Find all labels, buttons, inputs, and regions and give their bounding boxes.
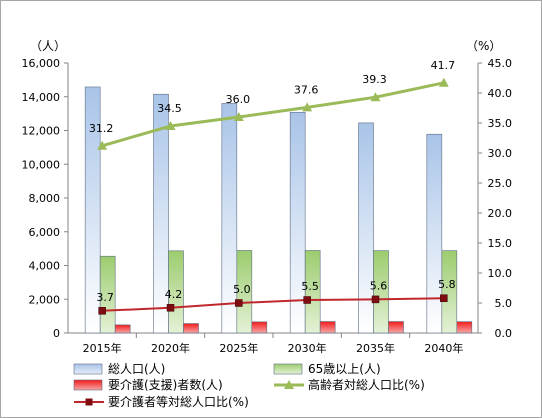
bar-age-65-plus: [168, 250, 184, 334]
bar-total-population: [153, 93, 169, 334]
x-axis-category-label: 2025年: [219, 341, 258, 355]
bar-care-needed: [251, 321, 268, 334]
elderly-ratio-data-label: 31.2: [89, 122, 114, 135]
care-ratio-data-label: 3.7: [96, 291, 114, 304]
bar-total-population: [358, 122, 374, 334]
x-axis-category-label: 2040年: [424, 341, 463, 355]
x-axis-category-label: 2035年: [356, 341, 395, 355]
elderly-ratio-point: [438, 77, 449, 87]
left-axis-tick-label: 14,000: [22, 91, 61, 104]
elderly-ratio-point: [370, 92, 381, 102]
elderly-ratio-data-label: 37.6: [294, 83, 319, 96]
left-axis-tick-label: 0: [53, 327, 60, 340]
legend-swatch: [273, 363, 303, 375]
legend-swatch: [73, 363, 103, 375]
left-axis-tick-label: 16,000: [22, 57, 61, 70]
right-axis-tick-label: 0.0: [495, 327, 513, 340]
right-axis-tick-label: 40.0: [488, 87, 513, 100]
right-axis-tick-label: 25.0: [488, 177, 513, 190]
bar-care-needed: [388, 321, 404, 334]
right-axis-tick-label: 5.0: [495, 297, 513, 310]
x-axis-category-label: 2030年: [288, 341, 327, 355]
right-axis-tick-label: 10.0: [488, 267, 513, 280]
left-axis-unit: （人）: [30, 39, 66, 53]
right-axis-tick-label: 35.0: [488, 117, 513, 130]
legend-label: 65歳以上(人): [308, 362, 381, 376]
care-ratio-data-label: 5.8: [438, 278, 456, 291]
legend-marker: [85, 398, 93, 406]
legend-marker: [284, 380, 294, 389]
right-axis-tick-label: 20.0: [488, 207, 513, 220]
legend-label: 総人口(人): [108, 362, 165, 376]
elderly-ratio-line: [101, 81, 445, 148]
bar-total-population: [426, 133, 443, 334]
left-axis-tick-label: 6,000: [29, 226, 61, 239]
care-ratio-point: [440, 294, 448, 302]
elderly-ratio-data-label: 36.0: [226, 93, 251, 106]
elderly-ratio-data-label: 41.7: [431, 59, 456, 72]
bar-total-population: [221, 103, 238, 334]
bar-age-65-plus: [373, 250, 389, 334]
bar-care-needed: [114, 324, 131, 334]
care-ratio-point: [98, 307, 106, 315]
legend-label: 要介護者等対総人口比(%): [108, 394, 249, 409]
x-axis-category-label: 2015年: [83, 341, 122, 355]
left-axis-tick-label: 8,000: [29, 192, 61, 205]
bar-age-65-plus: [441, 250, 458, 334]
care-ratio-data-label: 5.5: [301, 280, 319, 293]
bar-care-needed: [319, 321, 336, 334]
left-axis-tick-label: 4,000: [29, 260, 61, 273]
elderly-ratio-point: [233, 112, 244, 121]
elderly-ratio-point: [302, 102, 313, 112]
care-ratio-data-label: 5.0: [233, 283, 251, 296]
right-axis-tick-label: 45.0: [488, 57, 513, 70]
bar-care-needed: [183, 323, 199, 334]
bar-total-population: [84, 86, 101, 334]
left-axis-tick-label: 2,000: [29, 293, 61, 306]
care-ratio-point: [371, 295, 380, 304]
elderly-ratio-point: [165, 121, 176, 130]
left-axis-tick-label: 10,000: [22, 158, 61, 171]
bar-age-65-plus: [304, 250, 321, 334]
care-ratio-line: [102, 297, 444, 312]
elderly-ratio-data-label: 39.3: [362, 73, 387, 86]
right-axis-unit: （%）: [466, 39, 501, 53]
legend-swatch: [73, 379, 103, 391]
care-ratio-point: [303, 296, 311, 304]
bar-care-needed: [456, 321, 473, 334]
right-axis-tick-label: 15.0: [488, 237, 513, 250]
elderly-ratio-data-label: 34.5: [157, 102, 182, 115]
legend-label: 高齢者対総人口比(%): [308, 377, 425, 392]
elderly-ratio-point: [97, 140, 108, 150]
care-ratio-point: [235, 299, 243, 307]
care-ratio-data-label: 4.2: [165, 288, 183, 301]
legend-label: 要介護(支援)者数(人): [108, 377, 223, 392]
bar-age-65-plus: [236, 250, 253, 334]
right-axis-tick-label: 30.0: [488, 147, 513, 160]
bar-total-population: [289, 111, 306, 334]
x-axis-category-label: 2020年: [151, 341, 190, 355]
care-ratio-point: [166, 304, 175, 312]
left-axis-tick-label: 12,000: [22, 125, 61, 138]
care-ratio-data-label: 5.6: [370, 279, 388, 292]
